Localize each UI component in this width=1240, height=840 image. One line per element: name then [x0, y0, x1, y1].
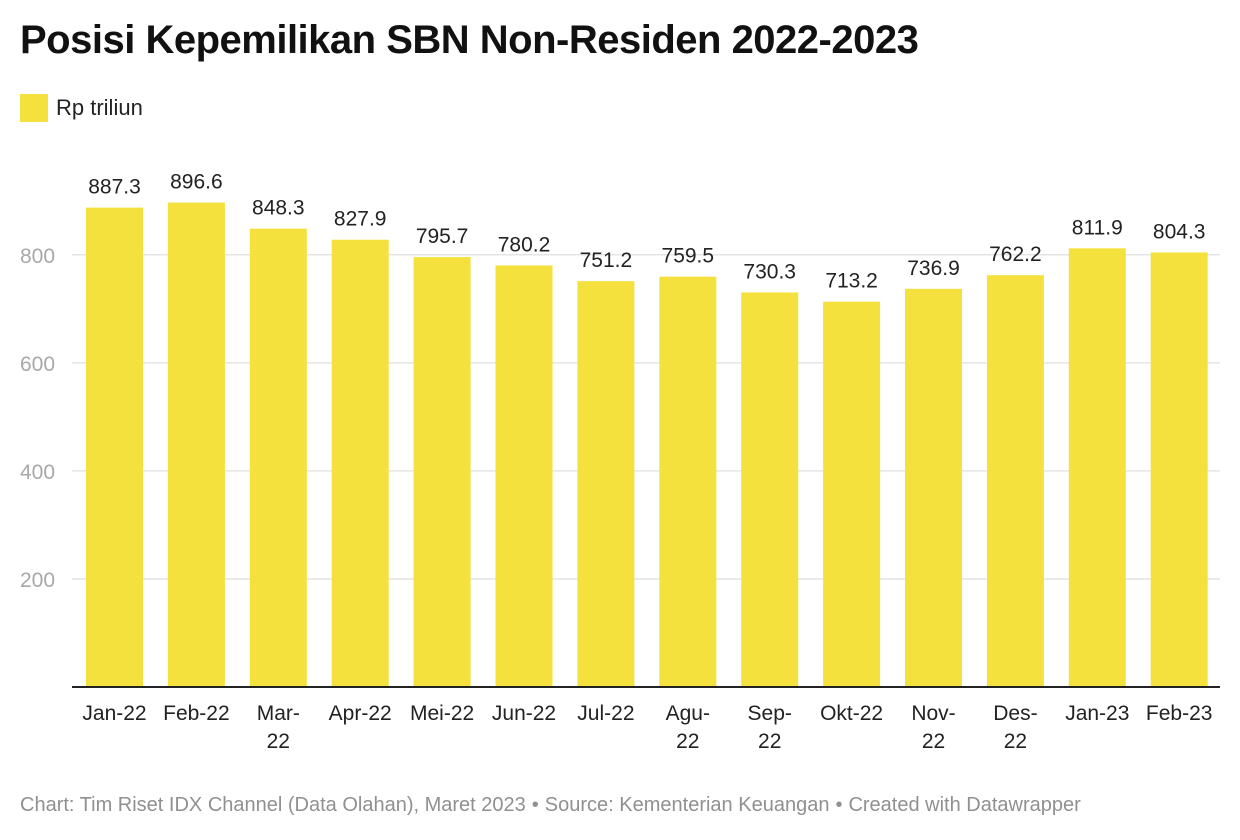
footer-source: Source: Kementerian Keuangan	[544, 794, 830, 816]
bar-value-label: 762.2	[989, 243, 1042, 266]
y-tick-label: 200	[20, 569, 55, 592]
x-tick-label: 22	[1004, 730, 1027, 753]
x-tick-label: Feb-22	[163, 702, 230, 725]
x-tick-label: Nov-	[911, 702, 955, 725]
y-tick-label: 400	[20, 461, 55, 484]
x-tick-label: Mar-	[257, 702, 300, 725]
bars	[86, 202, 1208, 688]
x-axis-ticks: Jan-22 Feb-22 Mar- 22 Apr-22 Mei-22 Jun-22 Jul-…	[82, 702, 1212, 753]
x-tick-label: Apr-22	[329, 702, 392, 725]
footer: Chart: Tim Riset IDX Channel (Data Olaha…	[20, 794, 1081, 817]
bar-value-label: 827.9	[334, 208, 387, 231]
bar	[167, 202, 225, 687]
x-tick-label: Sep-	[748, 702, 792, 725]
bar	[413, 257, 471, 687]
bar-value-label: 736.9	[907, 257, 960, 280]
bar	[1150, 252, 1208, 687]
bar-value-label: 887.3	[88, 176, 141, 199]
bar-value-label: 811.9	[1072, 216, 1123, 239]
x-tick-label: Okt-22	[820, 702, 883, 725]
bar-value-label: 848.3	[252, 197, 305, 220]
x-tick-label: 22	[922, 730, 945, 753]
y-tick-label: 800	[20, 245, 55, 268]
legend-swatch	[20, 94, 48, 122]
x-tick-label: Jan-23	[1065, 702, 1129, 725]
bar-chart: 887.3 896.6 848.3 827.9 795.7 780.2 751.2 759.5…	[20, 171, 1220, 753]
y-axis-ticks: 200 400 600 800	[20, 245, 55, 592]
bar	[495, 265, 553, 687]
x-tick-label: Jan-22	[82, 702, 146, 725]
bar	[905, 288, 962, 687]
bar-value-label: 759.5	[662, 245, 715, 268]
footer-separator: •	[531, 794, 539, 816]
bar	[659, 276, 717, 687]
legend-label: Rp triliun	[56, 95, 143, 120]
x-tick-label: Jul-22	[577, 702, 634, 725]
x-tick-label: Agu-	[666, 702, 710, 725]
bar-value-label: 751.2	[580, 249, 633, 272]
bar	[331, 239, 389, 688]
x-tick-label: 22	[267, 730, 290, 753]
bar-value-label: 713.2	[825, 270, 878, 293]
bar	[249, 228, 307, 687]
bar	[741, 292, 799, 687]
bar-value-label: 804.3	[1153, 220, 1206, 243]
bar	[823, 301, 881, 687]
bar	[86, 207, 143, 688]
bar-value-label: 730.3	[743, 260, 796, 283]
bar	[1068, 248, 1126, 687]
bar-value-label: 896.6	[170, 171, 223, 194]
legend: Rp triliun	[20, 94, 143, 122]
x-tick-label: 22	[758, 730, 781, 753]
bar-value-label: 795.7	[416, 225, 469, 248]
x-tick-label: Mei-22	[410, 702, 474, 725]
footer-chart-credit: Chart: Tim Riset IDX Channel (Data Olaha…	[20, 794, 526, 816]
footer-created-with: Created with Datawrapper	[848, 794, 1081, 816]
bar	[986, 275, 1044, 687]
bar-value-label: 780.2	[498, 233, 551, 256]
gridlines	[72, 254, 1220, 580]
x-tick-label: Feb-23	[1146, 702, 1213, 725]
y-tick-label: 600	[20, 353, 55, 376]
data-labels: 887.3 896.6 848.3 827.9 795.7 780.2 751.2 759.5…	[88, 171, 1205, 293]
x-tick-label: Des-	[993, 702, 1037, 725]
x-tick-label: Jun-22	[492, 702, 556, 725]
bar	[577, 281, 635, 687]
chart-title: Posisi Kepemilikan SBN Non-Residen 2022-…	[20, 18, 919, 62]
footer-separator: •	[835, 794, 843, 816]
x-tick-label: 22	[676, 730, 699, 753]
